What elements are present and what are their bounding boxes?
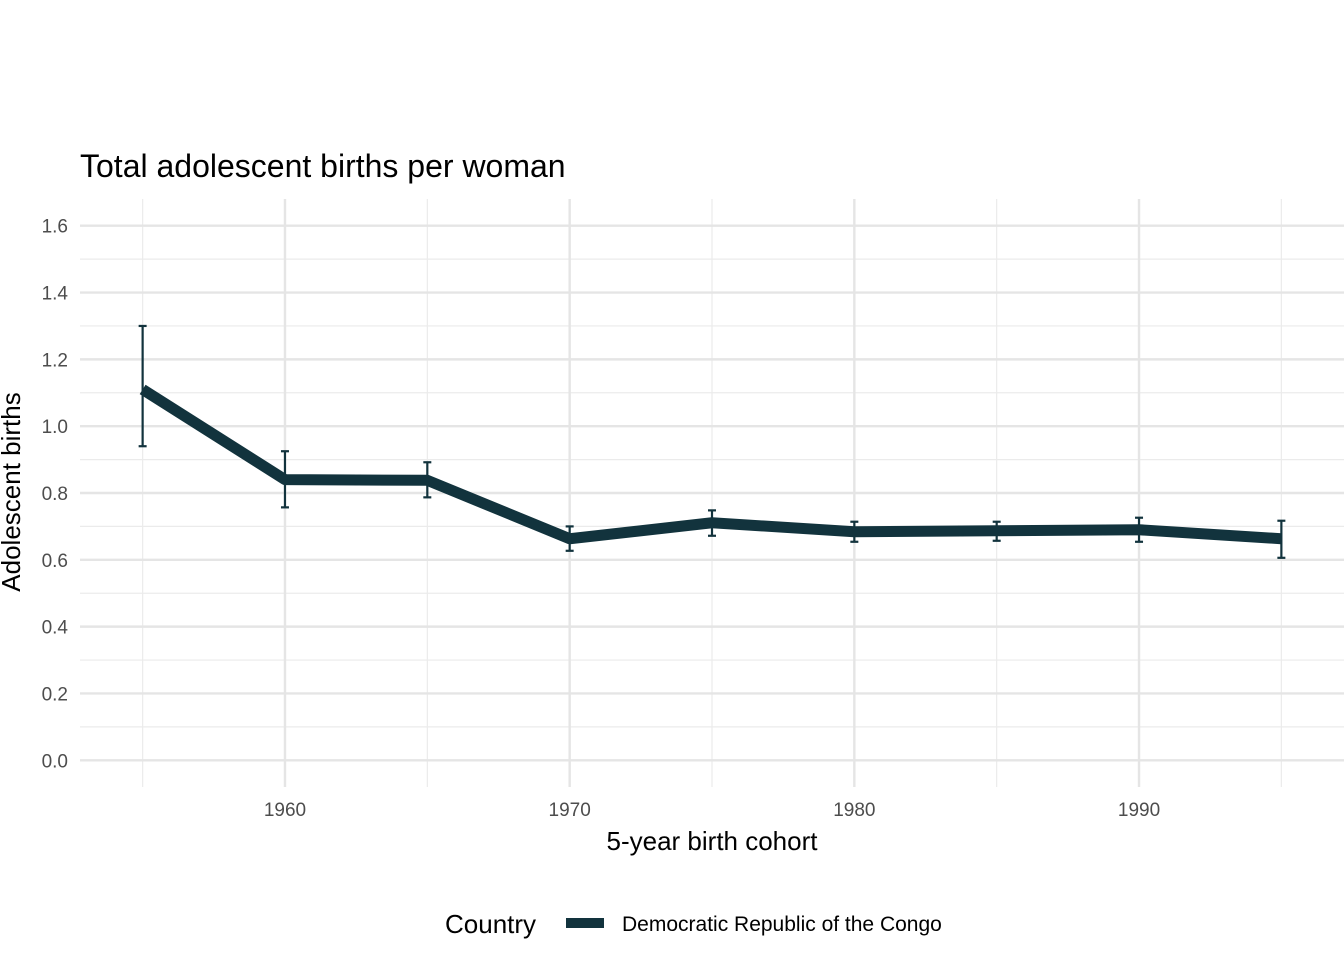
legend-label: Democratic Republic of the Congo bbox=[622, 913, 942, 936]
chart-title: Total adolescent births per woman bbox=[80, 148, 566, 184]
series-line bbox=[139, 384, 1282, 545]
x-tick-label: 1990 bbox=[1118, 800, 1160, 821]
y-tick-label: 0.0 bbox=[42, 751, 68, 772]
y-tick-label: 0.2 bbox=[42, 684, 68, 705]
y-tick-label: 0.6 bbox=[42, 551, 68, 572]
y-tick-label: 1.2 bbox=[42, 350, 68, 371]
x-tick-label: 1960 bbox=[264, 800, 306, 821]
x-tick-label: 1970 bbox=[549, 800, 591, 821]
y-axis-label: Adolescent births bbox=[0, 392, 26, 591]
x-axis-label: 5-year birth cohort bbox=[607, 826, 819, 856]
legend-key bbox=[566, 918, 604, 928]
legend: Country Democratic Republic of the Congo bbox=[445, 909, 942, 939]
y-tick-label: 1.6 bbox=[42, 217, 68, 238]
y-tick-label: 1.4 bbox=[42, 284, 69, 305]
y-tick-label: 0.4 bbox=[42, 618, 69, 639]
y-tick-label: 0.8 bbox=[42, 484, 68, 505]
x-tick-label: 1980 bbox=[833, 800, 875, 821]
y-tick-label: 1.0 bbox=[42, 417, 68, 438]
legend-title: Country bbox=[445, 909, 536, 939]
